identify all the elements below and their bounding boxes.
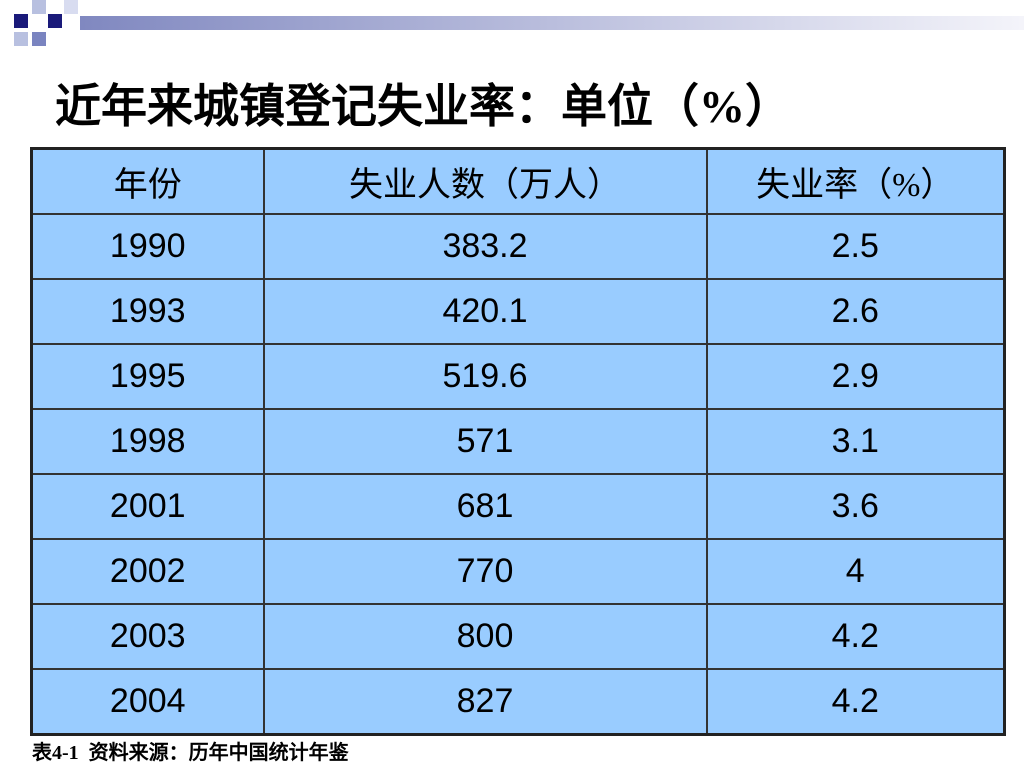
table-row: 1990 383.2 2.5 [30, 213, 1006, 280]
slide-title: 近年来城镇登记失业率：单位（%） [55, 81, 791, 132]
table-cell: 3.6 [705, 473, 1006, 540]
table-cell: 770 [262, 538, 708, 605]
header-cell: 年份 [30, 147, 265, 215]
square-decoration [64, 0, 78, 14]
table-cell: 2004 [30, 668, 265, 736]
table-cell: 2002 [30, 538, 265, 605]
table-cell: 4.2 [705, 668, 1006, 736]
header-cell: 失业人数（万人） [262, 147, 708, 215]
table-cell: 571 [262, 408, 708, 475]
table-cell: 2.6 [705, 278, 1006, 345]
square-decoration [14, 32, 28, 46]
table-cell: 827 [262, 668, 708, 736]
table-row: 2002 770 4 [30, 538, 1006, 605]
square-decoration [48, 14, 62, 28]
table-cell: 4.2 [705, 603, 1006, 670]
square-decoration [32, 0, 46, 14]
table-row: 1998 571 3.1 [30, 408, 1006, 475]
table-cell: 383.2 [262, 213, 708, 280]
table-cell: 2003 [30, 603, 265, 670]
table-cell: 420.1 [262, 278, 708, 345]
table-cell: 4 [705, 538, 1006, 605]
table-row: 2004 827 4.2 [30, 668, 1006, 736]
square-decoration [32, 32, 46, 46]
header-row: 年份 失业人数（万人） 失业率（%） [30, 147, 1006, 215]
table-row: 2003 800 4.2 [30, 603, 1006, 670]
header-bar [80, 16, 1024, 30]
table-cell: 1998 [30, 408, 265, 475]
table-cell: 800 [262, 603, 708, 670]
header-cell: 失业率（%） [705, 147, 1006, 215]
table-row: 1993 420.1 2.6 [30, 278, 1006, 345]
square-decoration [14, 14, 28, 28]
data-table: 年份 失业人数（万人） 失业率（%） 1990 383.2 2.5 1993 420.1 2.6… [30, 147, 1006, 736]
table-cell: 1990 [30, 213, 265, 280]
table-cell: 1995 [30, 343, 265, 410]
table-caption: 表4-1 资料来源：历年中国统计年鉴 [32, 742, 349, 764]
table-cell: 2001 [30, 473, 265, 540]
table-cell: 519.6 [262, 343, 708, 410]
table-cell: 1993 [30, 278, 265, 345]
table-cell: 2.9 [705, 343, 1006, 410]
table-row: 1995 519.6 2.9 [30, 343, 1006, 410]
table-cell: 681 [262, 473, 708, 540]
table-cell: 2.5 [705, 213, 1006, 280]
table-cell: 3.1 [705, 408, 1006, 475]
table-row: 2001 681 3.6 [30, 473, 1006, 540]
